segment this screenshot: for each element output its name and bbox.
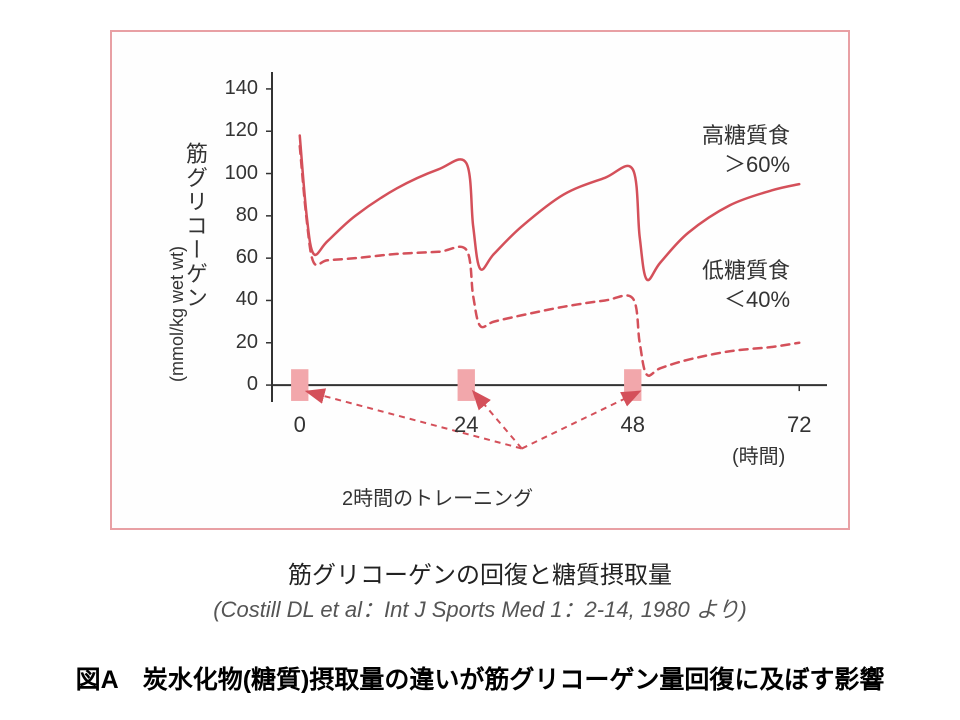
- series-high-label: 高糖質食 ＞60%: [702, 122, 790, 179]
- x-tick-label: 48: [613, 412, 653, 438]
- y-axis-unit: (mmol/kg wet wt): [167, 246, 188, 382]
- y-tick-label: 120: [208, 119, 258, 142]
- x-tick-label: 24: [446, 412, 486, 438]
- x-axis-unit: (時間): [732, 440, 785, 469]
- y-tick-label: 40: [208, 288, 258, 311]
- training-annotation: 2時間のトレーニング: [342, 482, 533, 511]
- chart-citation: (Costill DL et al：Int J Sports Med 1：2-1…: [0, 592, 960, 624]
- y-tick-label: 60: [208, 246, 258, 269]
- y-axis-labels: 筋グリコーゲン (mmol/kg wet wt): [157, 102, 197, 382]
- chart-frame: 筋グリコーゲン (mmol/kg wet wt) 0 20 40 60 80 100 120…: [110, 30, 850, 530]
- y-tick-label: 80: [208, 204, 258, 227]
- y-tick-label: 0: [208, 373, 258, 396]
- chart-subtitle: 筋グリコーゲンの回復と糖質摂取量: [0, 555, 960, 590]
- y-tick-label: 20: [208, 331, 258, 354]
- y-tick-label: 100: [208, 162, 258, 185]
- figure-caption: 図A 炭水化物(糖質)摂取量の違いが筋グリコーゲン量回復に及ぼす影響: [0, 660, 960, 696]
- series-low-label: 低糖質食 ＜40%: [702, 257, 790, 314]
- y-tick-label: 140: [208, 77, 258, 100]
- x-tick-label: 0: [280, 412, 320, 438]
- x-tick-label: 72: [779, 412, 819, 438]
